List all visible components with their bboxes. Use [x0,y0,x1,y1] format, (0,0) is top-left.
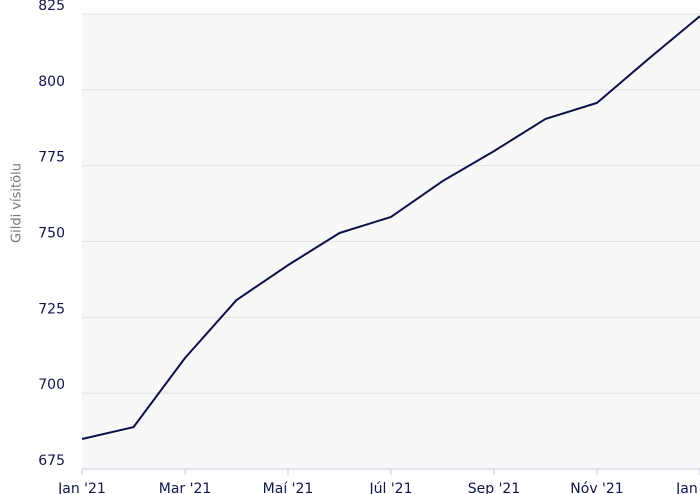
y-axis-title: Gildi vísitölu [10,163,25,243]
x-tick-label: Nóv '21 [570,481,623,494]
y-tick-label: 700 [38,377,65,393]
x-tick-label: Mar '21 [159,481,212,494]
y-tick-label: 750 [38,226,65,242]
y-tick-label: 675 [38,453,65,469]
y-tick-label: 800 [38,74,65,90]
x-tick-label: Júl '21 [368,481,412,494]
y-tick-label: 775 [38,150,65,166]
x-tick-label: Jan '22 [675,481,700,494]
x-tick-label: Sep '21 [468,481,521,494]
y-tick-label: 825 [38,0,65,14]
x-tick-label: Maí '21 [263,481,314,494]
x-tick-label: Jan '21 [57,481,106,494]
line-series [81,15,700,440]
y-tick-label: 725 [38,301,65,317]
